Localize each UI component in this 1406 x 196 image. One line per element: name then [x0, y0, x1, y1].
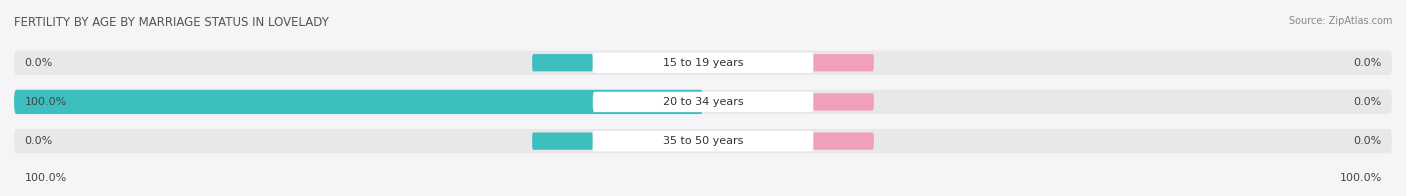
Text: 100.0%: 100.0% — [24, 97, 66, 107]
FancyBboxPatch shape — [531, 54, 593, 71]
FancyBboxPatch shape — [531, 132, 593, 150]
Text: 15 to 19 years: 15 to 19 years — [662, 58, 744, 68]
Text: 0.0%: 0.0% — [1354, 58, 1382, 68]
Text: 0.0%: 0.0% — [1354, 97, 1382, 107]
Text: 0.0%: 0.0% — [24, 136, 52, 146]
Text: 20 to 34 years: 20 to 34 years — [662, 97, 744, 107]
FancyBboxPatch shape — [531, 93, 593, 111]
FancyBboxPatch shape — [813, 132, 875, 150]
Text: FERTILITY BY AGE BY MARRIAGE STATUS IN LOVELADY: FERTILITY BY AGE BY MARRIAGE STATUS IN L… — [14, 16, 329, 29]
Text: 35 to 50 years: 35 to 50 years — [662, 136, 744, 146]
Text: Source: ZipAtlas.com: Source: ZipAtlas.com — [1288, 16, 1392, 26]
FancyBboxPatch shape — [14, 129, 1392, 153]
FancyBboxPatch shape — [593, 131, 813, 151]
FancyBboxPatch shape — [14, 51, 1392, 75]
Text: 0.0%: 0.0% — [24, 58, 52, 68]
FancyBboxPatch shape — [813, 93, 875, 111]
FancyBboxPatch shape — [14, 90, 703, 114]
FancyBboxPatch shape — [14, 90, 1392, 114]
Text: 0.0%: 0.0% — [1354, 136, 1382, 146]
Text: 100.0%: 100.0% — [24, 173, 66, 183]
FancyBboxPatch shape — [593, 92, 813, 112]
FancyBboxPatch shape — [593, 53, 813, 73]
Text: 100.0%: 100.0% — [1340, 173, 1382, 183]
FancyBboxPatch shape — [813, 54, 875, 71]
